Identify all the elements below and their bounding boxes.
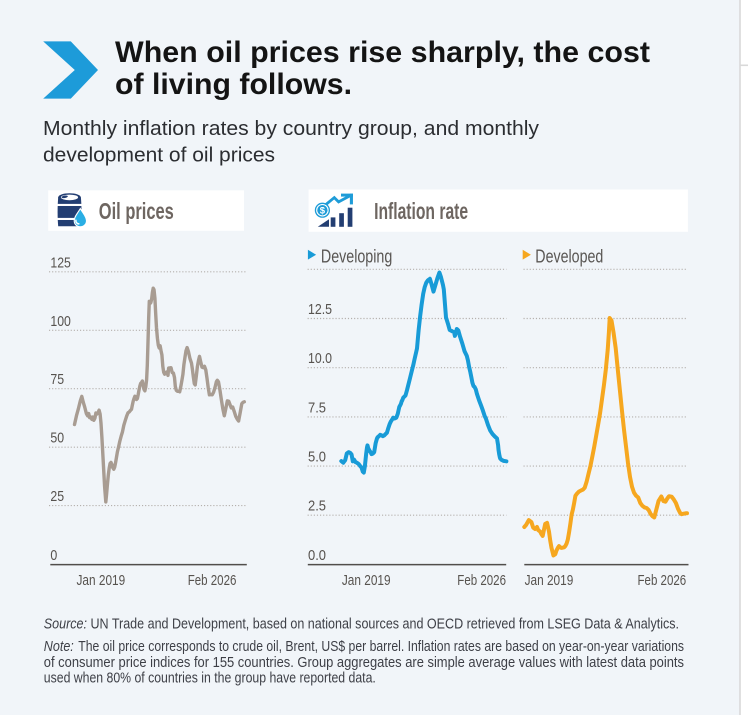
svg-text:Note:: Note: [44,638,74,655]
svg-text:25: 25 [50,488,64,505]
svg-text:Jan 2019: Jan 2019 [77,572,126,589]
svg-text:Feb 2026: Feb 2026 [188,572,237,589]
svg-text:Inflation rate: Inflation rate [374,198,468,224]
svg-text:Monthly inflation rates by cou: Monthly inflation rates by country group… [43,118,539,140]
svg-text:When oil prices rise sharply,: When oil prices rise sharply, the cost [115,36,650,69]
svg-text:Developing: Developing [321,246,392,267]
svg-text:12.5: 12.5 [308,301,332,318]
svg-text:Developed: Developed [535,246,603,267]
svg-text:75: 75 [50,371,64,388]
svg-text:$: $ [320,206,326,217]
svg-text:Jan 2019: Jan 2019 [342,572,391,589]
svg-text:2.5: 2.5 [308,498,326,515]
svg-text:Feb 2026: Feb 2026 [457,572,506,589]
svg-text:10.0: 10.0 [308,350,332,367]
svg-text:0: 0 [50,547,57,564]
svg-text:5.0: 5.0 [308,449,326,466]
svg-text:of consumer price indices for: of consumer price indices for 155 countr… [44,654,685,671]
svg-text:125: 125 [50,254,71,271]
svg-text:The oil price corresponds to c: The oil price corresponds to crude oil, … [78,638,684,655]
svg-text:Oil prices: Oil prices [99,198,174,224]
svg-text:7.5: 7.5 [308,399,326,416]
svg-text:Jan 2019: Jan 2019 [525,572,574,589]
svg-text:UN Trade and Development, base: UN Trade and Development, based on natio… [91,616,680,633]
svg-text:50: 50 [50,430,64,447]
svg-text:of living follows.: of living follows. [115,68,352,101]
svg-text:Feb 2026: Feb 2026 [638,572,687,589]
svg-text:used when 80% of countries in: used when 80% of countries in the group … [44,670,376,687]
svg-text:0.0: 0.0 [308,547,326,564]
svg-text:100: 100 [50,313,71,330]
svg-text:development of oil prices: development of oil prices [43,145,275,167]
svg-text:Source:: Source: [44,616,87,633]
